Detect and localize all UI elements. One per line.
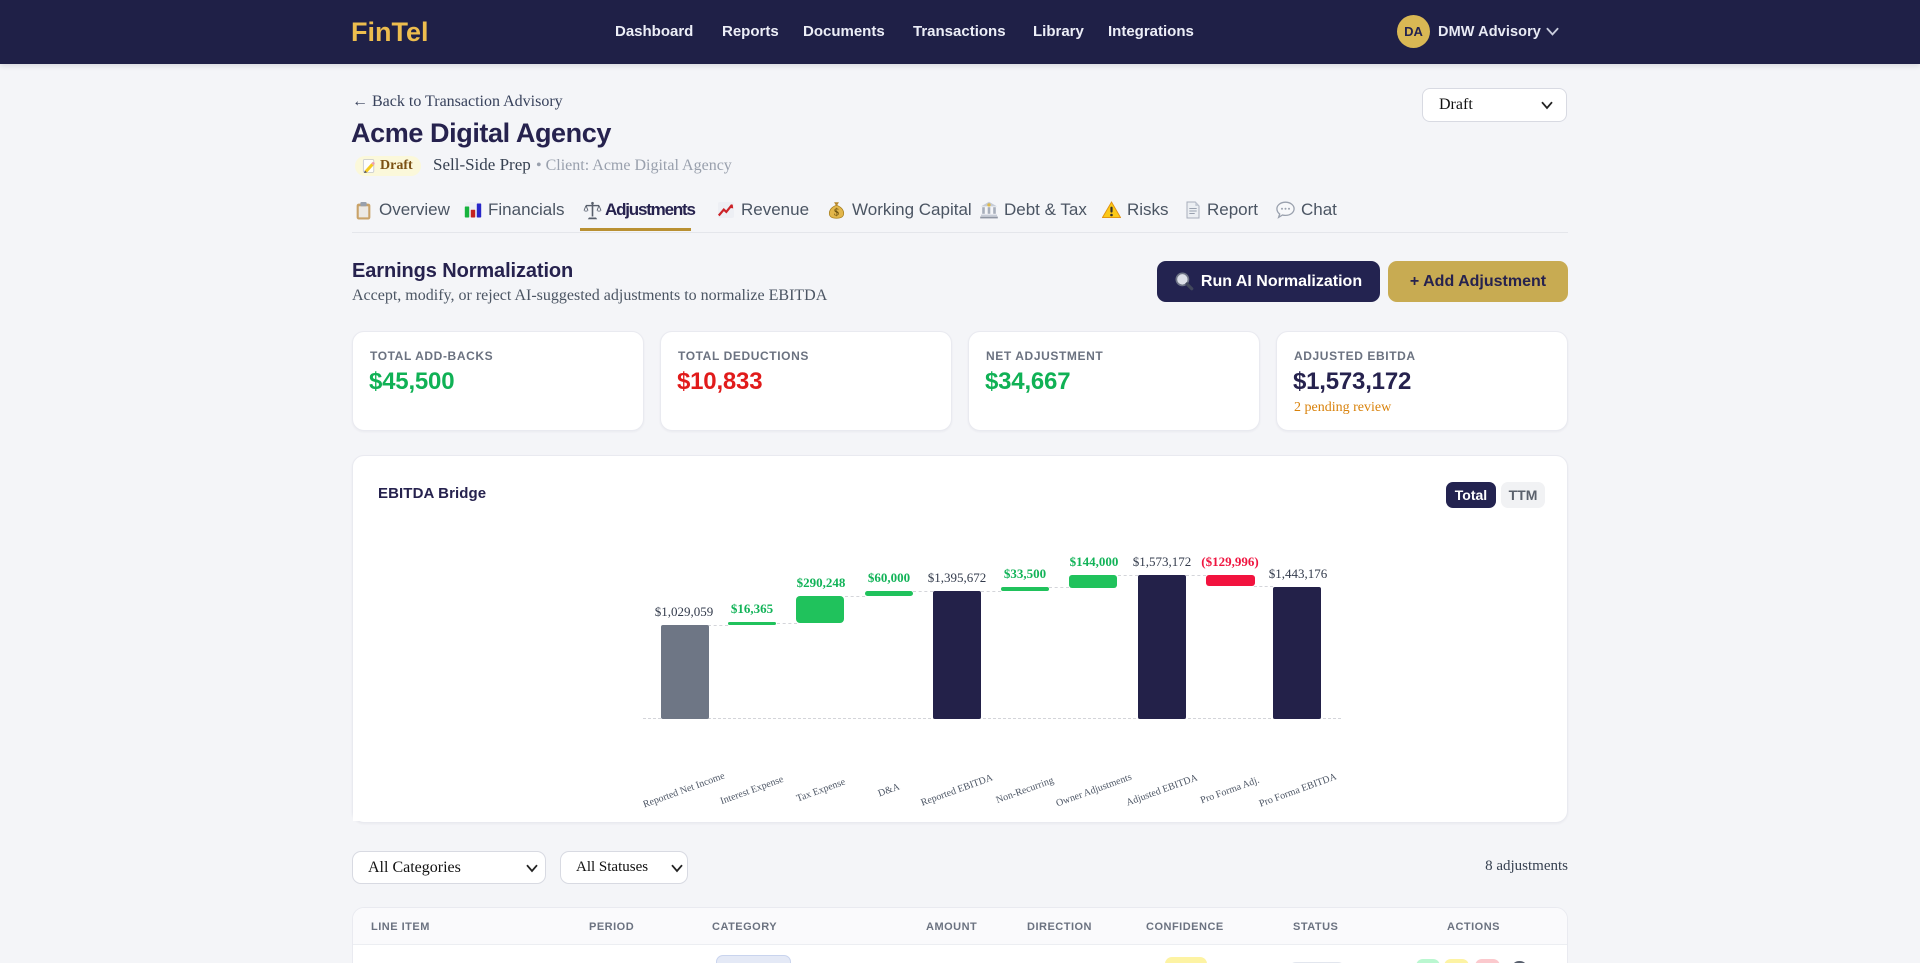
svg-text:$: $	[834, 207, 839, 218]
